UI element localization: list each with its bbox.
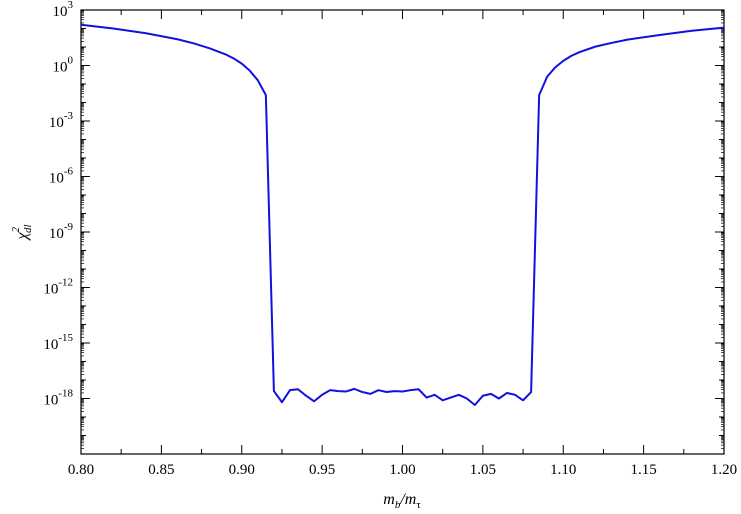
- x-tick-label: 1.00: [389, 462, 415, 478]
- x-tick-label: 0.95: [309, 462, 335, 478]
- x-tick-label: 0.90: [229, 462, 255, 478]
- x-axis-title: mb/mτ: [383, 491, 421, 511]
- y-tick-label: 10-9: [49, 221, 74, 242]
- x-tick-labels: 0.80 0.85 0.90 0.95 1.00 1.05 1.10 1.15 1.20: [68, 462, 737, 478]
- y-tick-label: 10-15: [43, 332, 73, 353]
- x-tick-label: 1.10: [550, 462, 576, 478]
- x-tick-label: 1.05: [470, 462, 496, 478]
- x-tick-label: 1.15: [631, 462, 657, 478]
- x-tick-label: 1.20: [711, 462, 737, 478]
- y-tick-label: 103: [53, 0, 74, 20]
- y-tick-label: 10-18: [43, 388, 73, 409]
- y-tick-label: 100: [53, 55, 74, 76]
- plot-frame: [80, 9, 725, 455]
- y-axis-title: χ2dl: [10, 224, 34, 241]
- y-tick-labels: 103 100 10-3 10-6 10-9 10-12 10-15 10-18: [43, 0, 73, 409]
- x-tick-label: 0.85: [148, 462, 174, 478]
- y-tick-label: 10-3: [49, 110, 74, 131]
- series-layer: [80, 23, 725, 406]
- y-tick-label: 10-12: [43, 277, 73, 298]
- x-tick-label: 0.80: [68, 462, 94, 478]
- y-tick-label: 10-6: [49, 166, 74, 187]
- tick-marks: [80, 9, 725, 455]
- series-line: [80, 23, 725, 406]
